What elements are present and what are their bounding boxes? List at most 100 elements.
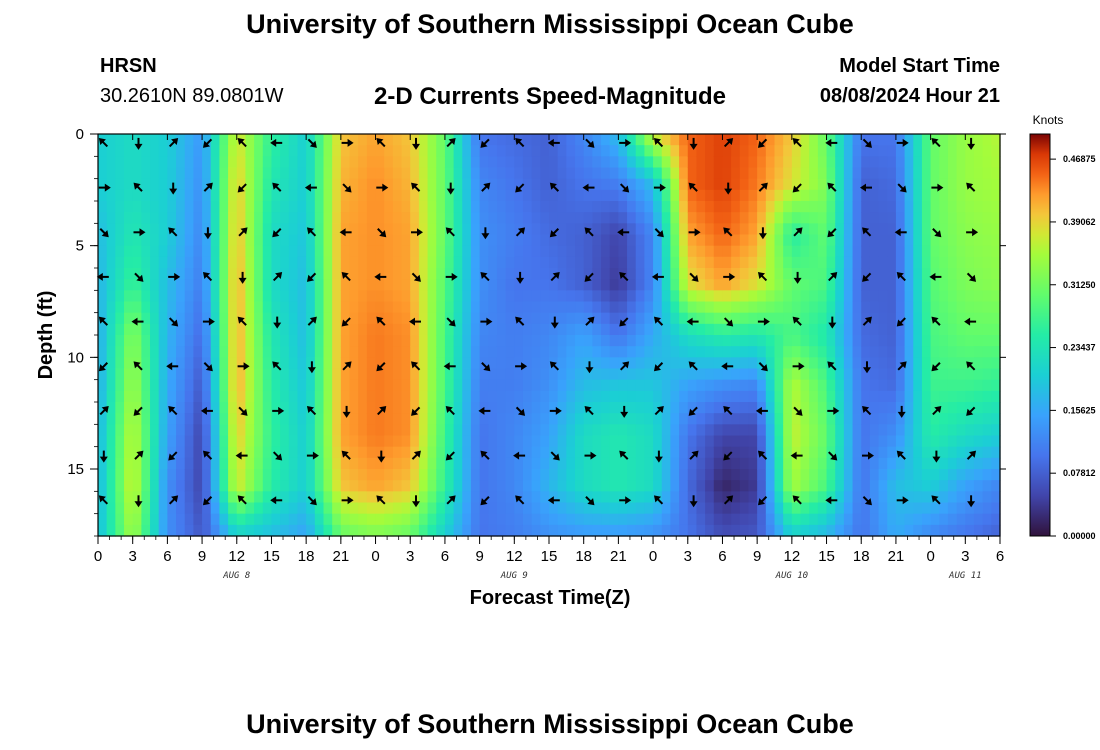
heatmap-cell (384, 212, 394, 224)
heatmap-cell (765, 256, 776, 269)
heatmap-cell (228, 245, 238, 258)
heatmap-cell (106, 268, 116, 280)
heatmap-cell (314, 234, 325, 247)
heatmap-cell (167, 413, 177, 425)
heatmap-cell (609, 167, 619, 180)
heatmap-cell (219, 323, 229, 336)
heatmap-cell (826, 457, 836, 470)
heatmap-cell (375, 234, 385, 247)
heatmap-cell (731, 167, 741, 180)
heatmap-cell (809, 156, 819, 169)
heatmap-cell (375, 256, 385, 269)
heatmap-cell (314, 189, 325, 202)
heatmap-cell (141, 402, 151, 414)
heatmap-cell (384, 435, 394, 448)
heatmap-cell (592, 402, 602, 414)
heatmap-cell (297, 268, 307, 280)
heatmap-cell (219, 357, 229, 370)
heatmap-cell (505, 268, 515, 280)
heatmap-cell (904, 469, 914, 481)
heatmap-cell (436, 413, 446, 425)
heatmap-cell (705, 402, 715, 414)
heatmap-cell (202, 335, 212, 347)
heatmap-cell (965, 323, 975, 336)
heatmap-cell (783, 368, 793, 381)
heatmap-cell (939, 290, 949, 303)
heatmap-cell (835, 145, 845, 157)
heatmap-cell (496, 234, 507, 247)
heatmap-cell (349, 268, 359, 280)
heatmap-cell (705, 156, 715, 169)
heatmap-cell (739, 189, 750, 202)
heatmap-cell (115, 268, 125, 280)
current-arrow (409, 317, 421, 326)
heatmap-cell (410, 368, 420, 381)
heatmap-cell (930, 524, 940, 537)
heatmap-cell (522, 256, 533, 269)
heatmap-cell (262, 189, 273, 202)
heatmap-cell (566, 457, 576, 470)
heatmap-cell (696, 279, 706, 291)
current-arrow (757, 271, 768, 282)
heatmap-cell (557, 223, 567, 236)
heatmap-cell (436, 245, 446, 258)
heatmap-cell (314, 268, 325, 280)
heatmap-cell (826, 435, 836, 448)
heatmap-cell (210, 189, 221, 202)
heatmap-cell (193, 435, 203, 448)
heatmap-cell (713, 223, 724, 236)
heatmap-cell (566, 446, 576, 459)
heatmap-cell (757, 256, 767, 269)
heatmap-cell (670, 234, 680, 247)
heatmap-cell (774, 145, 784, 157)
heatmap-cell (861, 201, 871, 213)
current-arrow (513, 451, 526, 460)
heatmap-cell (115, 223, 125, 236)
heatmap-cell (332, 435, 342, 448)
heatmap-cell (765, 491, 776, 504)
heatmap-cell (653, 223, 663, 236)
heatmap-cell (332, 279, 342, 291)
heatmap-cell (358, 189, 368, 202)
heatmap-cell (835, 256, 845, 269)
heatmap-cell (817, 502, 828, 515)
heatmap-cell (98, 379, 108, 392)
heatmap-cell (262, 279, 273, 291)
heatmap-cell (202, 134, 212, 146)
heatmap-cell (444, 201, 455, 213)
heatmap-cell (349, 234, 359, 247)
heatmap-cell (765, 379, 776, 392)
heatmap-cell (878, 290, 888, 303)
heatmap-cell (861, 134, 871, 146)
heatmap-cell (124, 413, 134, 425)
heatmap-cell (540, 189, 550, 202)
heatmap-cell (991, 379, 1001, 392)
heatmap-cell (765, 290, 776, 303)
heatmap-cell (470, 413, 481, 425)
heatmap-cell (288, 223, 299, 236)
heatmap-cell (349, 368, 359, 381)
heatmap-cell (869, 223, 880, 236)
heatmap-cell (956, 446, 966, 459)
heatmap-cell (774, 290, 784, 303)
heatmap-cell (661, 223, 672, 236)
heatmap-cell (358, 368, 368, 381)
heatmap-cell (991, 145, 1001, 157)
current-arrow (619, 183, 630, 193)
heatmap-cell (904, 256, 914, 269)
heatmap-cell (939, 145, 949, 157)
heatmap-cell (202, 189, 212, 202)
heatmap-cell (601, 312, 611, 325)
heatmap-cell (522, 502, 533, 515)
heatmap-cell (358, 212, 368, 224)
x-tick-label: 12 (506, 548, 523, 565)
heatmap-cell (167, 502, 177, 515)
current-arrow (237, 316, 247, 326)
heatmap-cell (496, 446, 507, 459)
heatmap-cell (748, 245, 758, 258)
heatmap-cell (861, 357, 871, 370)
heatmap-cell (280, 402, 290, 414)
heatmap-cell (427, 268, 437, 280)
heatmap-cell (401, 390, 411, 403)
heatmap-cell (947, 379, 958, 392)
